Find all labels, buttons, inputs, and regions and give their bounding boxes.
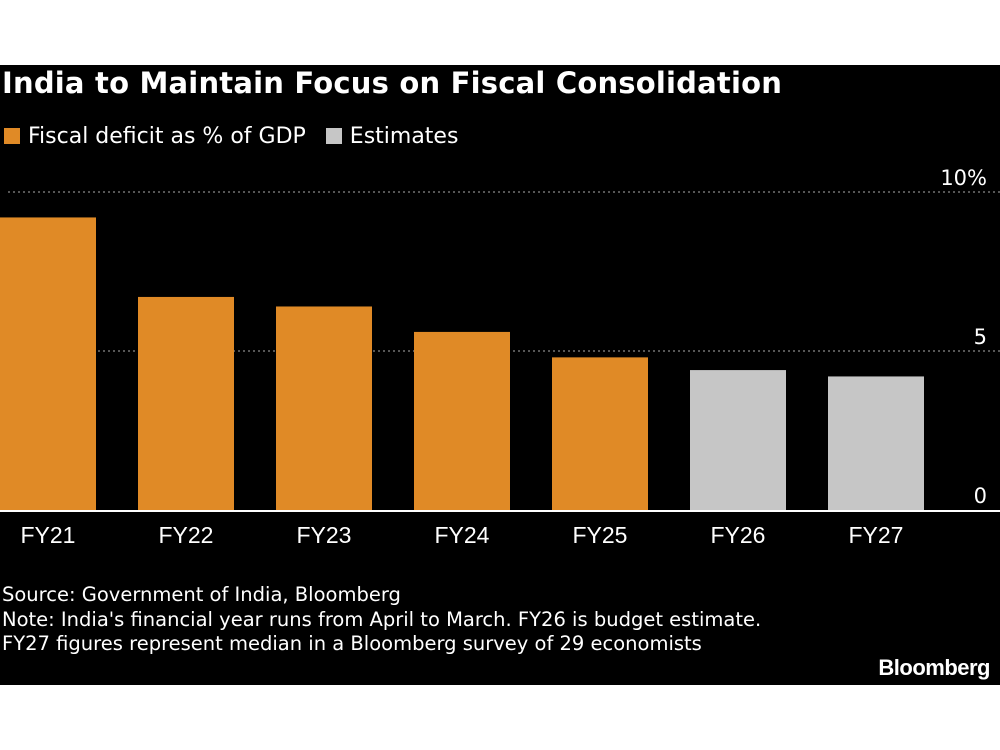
note-text: Note: India's financial year runs from A… [2,607,762,656]
source-text: Source: Government of India, Bloomberg [2,583,401,606]
bar-chart: 10% 5 0 FY21 FY22 FY23 FY24 FY25 FY26 FY27 [0,166,1000,548]
legend-swatch-actual [4,128,20,144]
footer-notes: Source: Government of India, Bloomberg N… [2,583,782,657]
legend-item-estimates: Estimates [325,123,459,149]
chart-title: India to Maintain Focus on Fiscal Consol… [2,66,783,100]
x-tick-label: FY24 [435,522,490,548]
bar [414,331,510,510]
y-tick-label: 10% [940,166,987,190]
x-tick-label: FY22 [159,522,214,548]
legend-label-estimates: Estimates [349,123,459,149]
bar [0,217,96,510]
x-tick-label: FY21 [21,522,76,548]
bar [138,296,234,510]
x-tick-label: FY23 [297,522,352,548]
x-tick-label: FY26 [711,522,766,548]
bar [828,376,924,510]
bar [552,357,648,510]
legend: Fiscal deficit as % of GDP Estimates [4,121,478,151]
chart-panel: India to Maintain Focus on Fiscal Consol… [0,65,1000,685]
y-tick-label: 5 [974,325,987,349]
bloomberg-logo: Bloomberg [878,655,990,680]
bar [690,370,786,510]
bar [276,306,372,510]
legend-label-actual: Fiscal deficit as % of GDP [28,123,306,149]
x-tick-label: FY27 [849,522,904,548]
x-tick-label: FY25 [573,522,628,548]
legend-swatch-estimates [325,128,342,144]
legend-item-actual: Fiscal deficit as % of GDP [4,124,306,149]
y-tick-label: 0 [974,484,987,508]
